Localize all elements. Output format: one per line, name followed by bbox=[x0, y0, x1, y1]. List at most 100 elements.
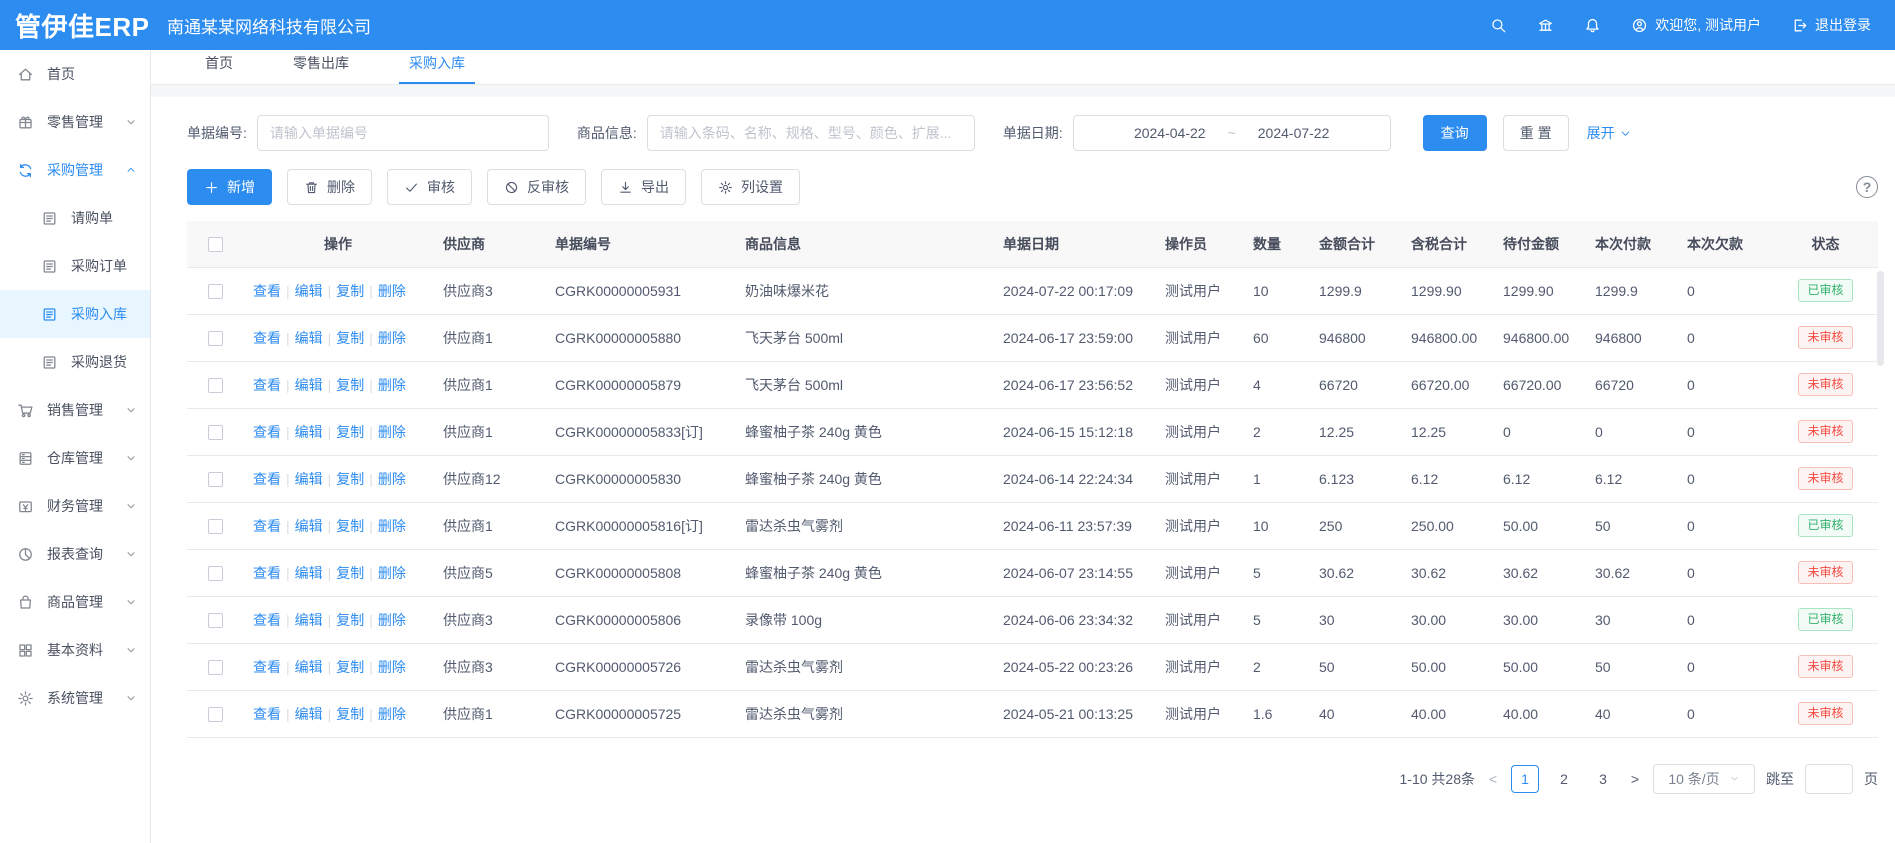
jump-page-input[interactable] bbox=[1805, 763, 1853, 794]
row-checkbox[interactable] bbox=[207, 706, 223, 722]
row-action-1[interactable]: 查看 bbox=[253, 282, 281, 299]
row-action-4[interactable]: 删除 bbox=[377, 376, 406, 393]
prev-page-button[interactable]: < bbox=[1488, 770, 1498, 787]
search-icon[interactable] bbox=[1490, 17, 1507, 34]
row-action-3[interactable]: 复制 bbox=[336, 329, 365, 346]
sidebar-item-13[interactable]: 基本资料 bbox=[0, 626, 150, 674]
toolbar-button-3[interactable]: 审核 bbox=[387, 169, 472, 205]
row-action-4[interactable]: 删除 bbox=[377, 658, 406, 675]
row-checkbox[interactable] bbox=[207, 330, 223, 346]
row-action-2[interactable]: 编辑 bbox=[294, 611, 323, 628]
cell-supplier: 供应商1 bbox=[433, 408, 545, 456]
page-button-1[interactable]: 1 bbox=[1511, 764, 1539, 793]
sidebar-item-7[interactable]: 采购退货 bbox=[0, 338, 150, 386]
next-page-button[interactable]: > bbox=[1630, 770, 1640, 787]
page-size-select[interactable]: 10 条/页 bbox=[1653, 763, 1755, 794]
cell-paid: 50 bbox=[1585, 643, 1677, 691]
page-button-3[interactable]: 3 bbox=[1599, 770, 1607, 787]
cell-date: 2024-06-11 23:57:39 bbox=[993, 502, 1155, 550]
row-action-1[interactable]: 查看 bbox=[253, 376, 281, 393]
sidebar-item-5[interactable]: 采购订单 bbox=[0, 242, 150, 290]
sidebar-item-8[interactable]: 销售管理 bbox=[0, 386, 150, 434]
row-action-4[interactable]: 删除 bbox=[377, 423, 406, 440]
toolbar-button-6[interactable]: 列设置 bbox=[701, 169, 800, 205]
chevron-down-icon bbox=[125, 548, 137, 560]
row-action-1[interactable]: 查看 bbox=[253, 705, 281, 722]
tab-3[interactable]: 采购入库 bbox=[399, 53, 475, 84]
row-action-1[interactable]: 查看 bbox=[253, 564, 281, 581]
toolbar-button-5[interactable]: 导出 bbox=[601, 169, 686, 205]
toolbar-button-2[interactable]: 删除 bbox=[287, 169, 372, 205]
row-checkbox[interactable] bbox=[207, 659, 223, 675]
row-action-3[interactable]: 复制 bbox=[336, 282, 365, 299]
select-all-checkbox[interactable] bbox=[207, 237, 223, 253]
row-action-4[interactable]: 删除 bbox=[377, 705, 406, 722]
sidebar-item-11[interactable]: 报表查询 bbox=[0, 530, 150, 578]
row-action-3[interactable]: 复制 bbox=[336, 705, 365, 722]
sidebar-item-4[interactable]: 请购单 bbox=[0, 194, 150, 242]
sidebar-item-6[interactable]: 采购入库 bbox=[0, 290, 150, 338]
row-action-4[interactable]: 删除 bbox=[377, 282, 406, 299]
sidebar-item-14[interactable]: 系统管理 bbox=[0, 674, 150, 722]
bank-icon[interactable] bbox=[1537, 17, 1554, 34]
row-checkbox[interactable] bbox=[207, 612, 223, 628]
row-action-1[interactable]: 查看 bbox=[253, 329, 281, 346]
sidebar-item-12[interactable]: 商品管理 bbox=[0, 578, 150, 626]
row-action-4[interactable]: 删除 bbox=[377, 329, 406, 346]
doc-no-input[interactable] bbox=[256, 115, 549, 151]
toolbar-button-4[interactable]: 反审核 bbox=[487, 169, 586, 205]
row-action-2[interactable]: 编辑 bbox=[294, 423, 323, 440]
row-action-2[interactable]: 编辑 bbox=[294, 658, 323, 675]
row-checkbox[interactable] bbox=[207, 518, 223, 534]
expand-toggle[interactable]: 展开 bbox=[1587, 123, 1632, 143]
row-action-2[interactable]: 编辑 bbox=[294, 470, 323, 487]
sidebar-item-10[interactable]: 财务管理 bbox=[0, 482, 150, 530]
row-action-1[interactable]: 查看 bbox=[253, 470, 281, 487]
bell-icon[interactable] bbox=[1584, 17, 1601, 34]
row-action-3[interactable]: 复制 bbox=[336, 423, 365, 440]
row-action-1[interactable]: 查看 bbox=[253, 423, 281, 440]
row-action-4[interactable]: 删除 bbox=[377, 611, 406, 628]
row-action-2[interactable]: 编辑 bbox=[294, 517, 323, 534]
row-action-1[interactable]: 查看 bbox=[253, 658, 281, 675]
sidebar-item-2[interactable]: 零售管理 bbox=[0, 98, 150, 146]
sidebar-item-9[interactable]: 仓库管理 bbox=[0, 434, 150, 482]
welcome-user[interactable]: 欢迎您, 测试用户 bbox=[1631, 15, 1761, 35]
reset-button[interactable]: 重 置 bbox=[1502, 115, 1569, 151]
date-end[interactable]: 2024-07-22 bbox=[1257, 125, 1330, 141]
row-action-2[interactable]: 编辑 bbox=[294, 329, 323, 346]
search-button[interactable]: 查询 bbox=[1422, 115, 1487, 151]
row-checkbox[interactable] bbox=[207, 565, 223, 581]
row-checkbox[interactable] bbox=[207, 471, 223, 487]
row-action-2[interactable]: 编辑 bbox=[294, 564, 323, 581]
tab-2[interactable]: 零售出库 bbox=[293, 55, 349, 71]
row-action-2[interactable]: 编辑 bbox=[294, 282, 323, 299]
page-button-2[interactable]: 2 bbox=[1560, 770, 1568, 787]
date-start[interactable]: 2024-04-22 bbox=[1133, 125, 1206, 141]
row-action-3[interactable]: 复制 bbox=[336, 517, 365, 534]
row-action-1[interactable]: 查看 bbox=[253, 611, 281, 628]
toolbar-button-1[interactable]: 新增 bbox=[187, 169, 272, 205]
date-range-picker[interactable]: 2024-04-22 ~ 2024-07-22 bbox=[1072, 115, 1391, 151]
sidebar-item-3[interactable]: 采购管理 bbox=[0, 146, 150, 194]
product-info-input[interactable] bbox=[646, 115, 975, 151]
row-action-3[interactable]: 复制 bbox=[336, 470, 365, 487]
row-checkbox[interactable] bbox=[207, 377, 223, 393]
row-action-2[interactable]: 编辑 bbox=[294, 705, 323, 722]
row-action-2[interactable]: 编辑 bbox=[294, 376, 323, 393]
help-icon[interactable]: ? bbox=[1856, 176, 1878, 198]
row-action-4[interactable]: 删除 bbox=[377, 564, 406, 581]
row-action-3[interactable]: 复制 bbox=[336, 376, 365, 393]
row-action-3[interactable]: 复制 bbox=[336, 658, 365, 675]
table-scrollbar[interactable] bbox=[1877, 271, 1884, 366]
row-action-3[interactable]: 复制 bbox=[336, 611, 365, 628]
row-action-4[interactable]: 删除 bbox=[377, 470, 406, 487]
row-action-1[interactable]: 查看 bbox=[253, 517, 281, 534]
row-checkbox[interactable] bbox=[207, 283, 223, 299]
tab-1[interactable]: 首页 bbox=[205, 55, 233, 71]
sidebar-item-1[interactable]: 首页 bbox=[0, 50, 150, 98]
logout-button[interactable]: 退出登录 bbox=[1791, 15, 1871, 35]
row-action-3[interactable]: 复制 bbox=[336, 564, 365, 581]
row-checkbox[interactable] bbox=[207, 424, 223, 440]
row-action-4[interactable]: 删除 bbox=[377, 517, 406, 534]
